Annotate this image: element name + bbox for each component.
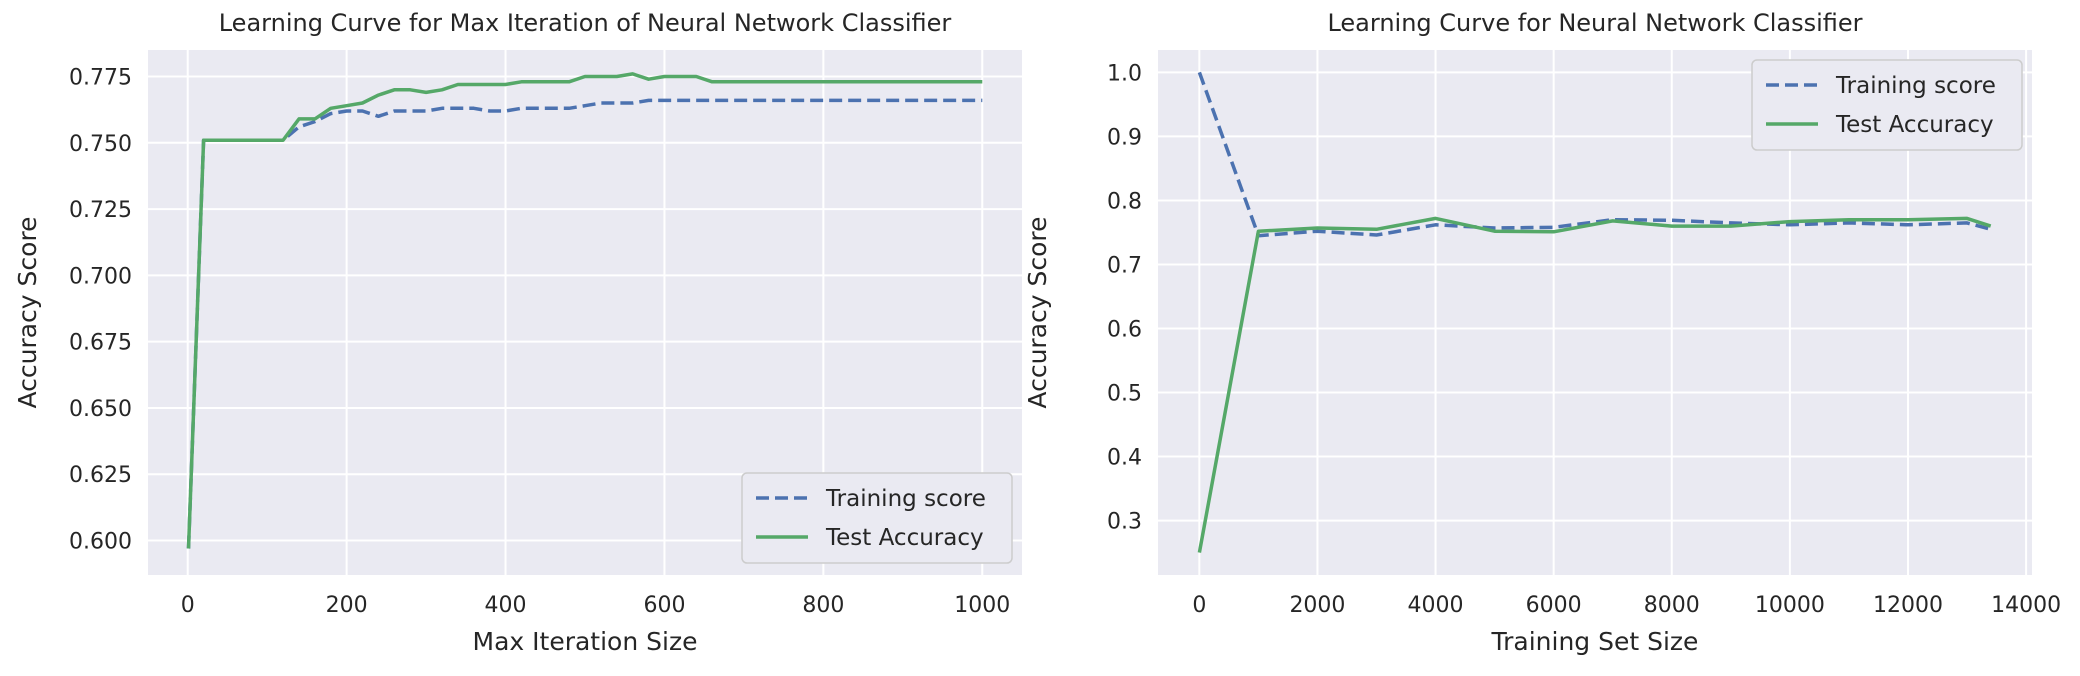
y-tick-label: 0.5: [1107, 382, 1142, 407]
y-tick-label: 1.0: [1107, 61, 1142, 86]
x-tick-label: 4000: [1408, 593, 1464, 618]
legend-box: [1751, 59, 2023, 151]
training-score-line: [1197, 71, 1992, 238]
chart-title: Learning Curve for Max Iteration of Neur…: [219, 9, 952, 37]
y-tick-label: 0.7: [1107, 253, 1142, 278]
x-tick-label: 600: [643, 593, 685, 618]
x-tick-label: 8000: [1644, 593, 1700, 618]
x-tick-label: 1000: [954, 593, 1010, 618]
test-accuracy-line: [186, 72, 983, 549]
x-tick-label: 200: [326, 593, 368, 618]
y-tick-label: 0.9: [1107, 125, 1142, 150]
test-accuracy-line: [1197, 216, 1992, 553]
y-tick-label: 0.600: [69, 530, 132, 555]
chart-panel-2: 0 2000 4000 6000 8000 10000 12000 14000 0.3 0.4 0.…: [1023, 9, 2061, 656]
y-tick-label: 0.4: [1107, 446, 1142, 471]
y-axis-label: Accuracy Score: [13, 216, 42, 408]
x-tick-label: 12000: [1873, 593, 1943, 618]
legend-training-label: Training score: [1835, 73, 1996, 99]
x-tick-label: 10000: [1755, 593, 1825, 618]
x-tick-label: 400: [485, 593, 527, 618]
legend: Training score Test Accuracy: [1751, 59, 2023, 151]
y-tick-label: 0.650: [69, 397, 132, 422]
legend-box: [741, 472, 1013, 564]
chart-panel-1: 0 200 400 600 800 1000 0.600 0.625 0.650 0.675 0.7…: [13, 9, 1022, 656]
y-tick-label: 0.3: [1107, 510, 1142, 535]
x-tick-label: 6000: [1526, 593, 1582, 618]
x-tick-label: 14000: [1991, 593, 2061, 618]
x-tick-label: 800: [802, 593, 844, 618]
y-tick-label: 0.8: [1107, 189, 1142, 214]
y-axis-label: Accuracy Score: [1023, 216, 1052, 408]
y-tick-label: 0.6: [1107, 318, 1142, 343]
legend-test-label: Test Accuracy: [825, 525, 984, 551]
y-tick-label: 0.675: [69, 331, 132, 356]
y-tick-label: 0.700: [69, 264, 132, 289]
legend-test-label: Test Accuracy: [1835, 112, 1994, 138]
legend: Training score Test Accuracy: [741, 472, 1013, 564]
training-score-line: [186, 98, 983, 549]
x-axis-label: Training Set Size: [1491, 627, 1699, 656]
y-tick-label: 0.625: [69, 463, 132, 488]
x-tick-label: 0: [181, 593, 195, 618]
x-axis-label: Max Iteration Size: [473, 627, 698, 656]
y-tick-label: 0.750: [69, 132, 132, 157]
chart-title: Learning Curve for Neural Network Classi…: [1327, 9, 1862, 37]
y-tick-label: 0.725: [69, 198, 132, 223]
y-tick-label: 0.775: [69, 66, 132, 91]
legend-training-label: Training score: [825, 486, 986, 512]
x-tick-label: 2000: [1289, 593, 1345, 618]
x-tick-label: 0: [1192, 593, 1206, 618]
